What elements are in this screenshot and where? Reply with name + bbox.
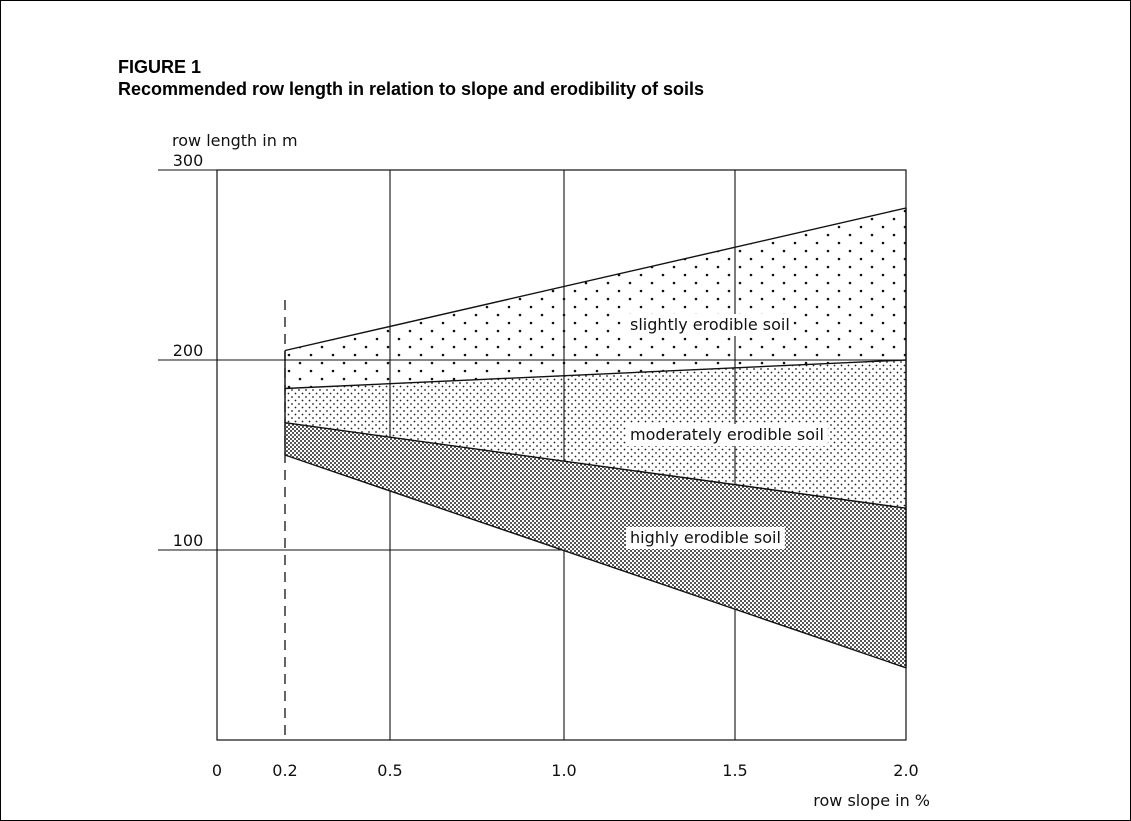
boundary-line-2 [284,359,907,390]
figure-title: Recommended row length in relation to sl… [118,79,705,99]
y-tick-label: 100 [173,531,204,550]
x-tick-label: 1.5 [722,761,747,780]
zone-label-2: moderately erodible soil [630,425,824,444]
zone-label-3: highly erodible soil [630,528,781,547]
area-band-1 [285,208,906,389]
x-tick-label: 0.2 [272,761,297,780]
x-tick-label: 0.5 [377,761,402,780]
y-tick-label: 300 [173,151,204,170]
x-tick-label: 0 [212,761,222,780]
boundary-lines [284,207,907,669]
zone-label-bg [626,527,785,549]
zone-label-bg [626,314,794,336]
boundary-line-1 [284,207,907,352]
y-axis-label: row length in m [172,131,298,150]
y-tick-label: 200 [173,341,204,360]
boundary-line-4 [284,454,907,669]
area-band-2 [285,360,906,509]
zone-label-1: slightly erodible soil [630,315,790,334]
zone-label-bg [626,424,828,446]
figure-number: FIGURE 1 [118,57,202,77]
tick-labels: 0 0.2 0.5 1.0 1.5 2.0 100 200 300 [173,151,919,780]
boundary-line-3 [284,422,907,509]
area-bands [285,208,906,668]
zone-labels: slightly erodible soil moderately erodibl… [626,314,828,549]
x-tick-label: 2.0 [893,761,918,780]
x-axis-label: row slope in % [813,791,930,810]
x-tick-label: 1.0 [551,761,576,780]
area-band-3 [285,422,906,668]
